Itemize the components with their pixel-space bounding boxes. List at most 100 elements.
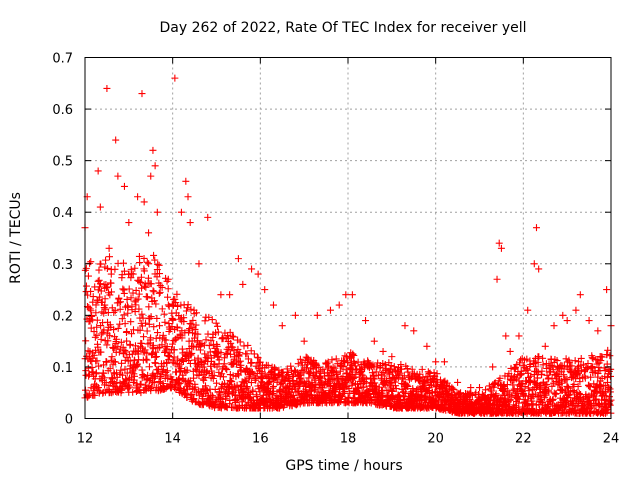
data-point — [176, 315, 184, 323]
data-point — [588, 354, 596, 362]
data-point — [173, 324, 181, 332]
data-point-peak — [156, 322, 164, 330]
data-point-peak — [379, 347, 387, 355]
data-point — [82, 337, 90, 345]
data-point — [375, 383, 383, 391]
data-point — [82, 282, 90, 290]
data-point — [371, 379, 379, 387]
data-point — [222, 403, 230, 411]
data-point — [184, 301, 192, 309]
data-point — [145, 303, 153, 311]
y-tick-label: 0.1 — [52, 361, 73, 376]
data-point — [240, 395, 248, 403]
data-point — [119, 259, 127, 267]
data-point — [183, 348, 191, 356]
data-point — [387, 379, 395, 387]
data-point-peak — [300, 337, 308, 345]
data-point — [107, 356, 115, 364]
data-point — [558, 379, 566, 387]
data-point — [187, 305, 195, 313]
data-point — [152, 359, 160, 367]
data-point — [150, 288, 158, 296]
data-point — [123, 302, 131, 310]
data-point — [492, 390, 500, 398]
data-point — [142, 319, 150, 327]
y-tick-label: 0.2 — [52, 309, 73, 324]
data-point-peak — [432, 358, 440, 366]
data-point — [399, 375, 407, 383]
data-point — [110, 358, 118, 366]
data-point-peak — [96, 203, 104, 211]
data-point — [165, 356, 173, 364]
data-point — [140, 372, 148, 380]
data-point — [606, 352, 614, 360]
data-point-peak — [326, 306, 334, 314]
data-point — [228, 332, 236, 340]
data-point — [150, 251, 158, 259]
data-point — [116, 305, 124, 313]
data-point-peak — [103, 84, 111, 92]
data-point — [111, 358, 119, 366]
data-point-peak — [530, 260, 538, 268]
data-point — [123, 328, 131, 336]
data-point — [178, 334, 186, 342]
data-point — [93, 316, 101, 324]
data-point — [174, 355, 182, 363]
data-point-peak — [535, 265, 543, 273]
data-point — [95, 283, 103, 291]
data-point — [89, 293, 97, 301]
data-point-peak — [362, 317, 370, 325]
data-point — [219, 373, 227, 381]
data-point — [235, 352, 243, 360]
data-point-peak — [493, 275, 501, 283]
data-point — [183, 366, 191, 374]
data-point — [485, 382, 493, 390]
data-point — [365, 390, 373, 398]
data-point — [602, 392, 610, 400]
data-point — [164, 293, 172, 301]
data-point — [591, 396, 599, 404]
data-point — [192, 309, 200, 317]
data-point — [344, 359, 352, 367]
data-point — [117, 338, 125, 346]
data-point — [574, 369, 582, 377]
x-tick-label: 16 — [252, 432, 269, 447]
data-point — [183, 304, 191, 312]
data-point — [404, 382, 412, 390]
data-point — [453, 397, 461, 405]
data-point — [113, 369, 121, 377]
data-point — [106, 332, 114, 340]
data-point — [514, 392, 522, 400]
data-point-peak — [105, 244, 113, 252]
data-point — [119, 343, 127, 351]
data-point — [217, 349, 225, 357]
data-point-peak — [138, 90, 146, 98]
data-point — [103, 264, 111, 272]
data-point — [121, 320, 129, 328]
data-point — [93, 357, 101, 365]
data-point — [213, 379, 221, 387]
data-point — [573, 364, 581, 372]
data-point — [140, 254, 148, 262]
data-point — [150, 297, 158, 305]
data-point-peak — [572, 306, 580, 314]
data-point — [88, 363, 96, 371]
data-point — [136, 259, 144, 267]
data-point — [543, 380, 551, 388]
data-point — [119, 285, 127, 293]
data-point — [534, 374, 542, 382]
data-point-peak — [182, 177, 190, 185]
data-points — [81, 74, 615, 417]
data-point — [529, 400, 537, 408]
data-point — [121, 346, 129, 354]
data-point — [433, 370, 441, 378]
data-point — [179, 356, 187, 364]
data-point-peak — [217, 291, 225, 299]
data-point-peak — [149, 146, 157, 154]
data-point — [133, 360, 141, 368]
data-point — [214, 322, 222, 330]
data-point — [577, 354, 585, 362]
data-point — [311, 372, 319, 380]
data-point — [182, 307, 190, 315]
